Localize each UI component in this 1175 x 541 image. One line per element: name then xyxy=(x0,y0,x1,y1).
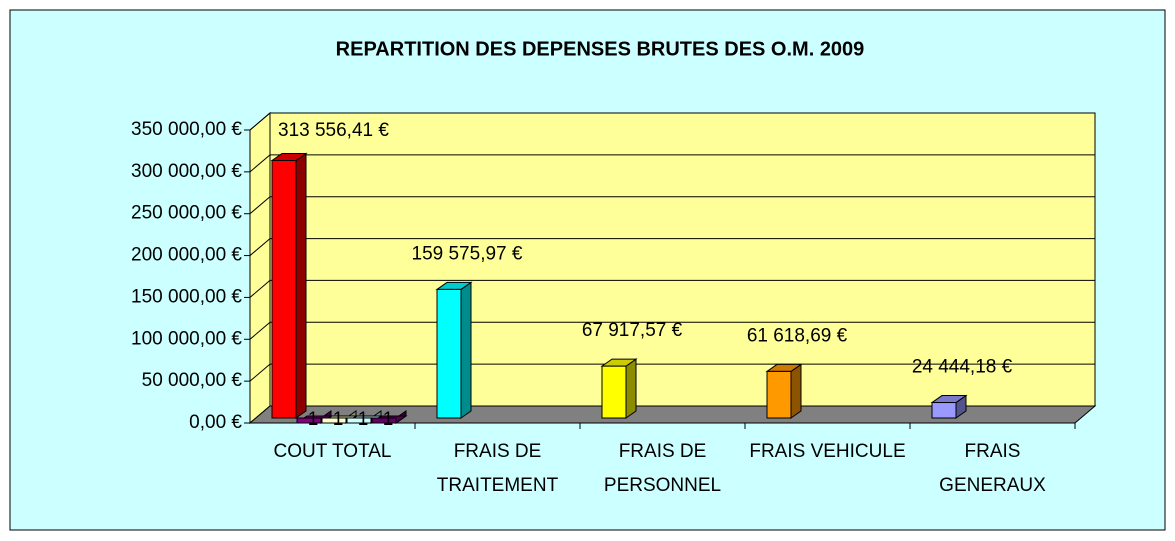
y-tick-label: 150 000,00 € xyxy=(131,286,242,307)
bar xyxy=(371,417,397,424)
bar xyxy=(296,417,322,424)
value-label: 313 556,41 € xyxy=(278,120,389,141)
value-label: 24 444,18 € xyxy=(912,357,1013,378)
grid-line-side xyxy=(249,363,271,382)
x-tick-label: COUT TOTAL xyxy=(273,441,392,462)
x-tick-label: FRAIS DE TRAITEMENT xyxy=(436,441,559,496)
bar xyxy=(346,417,372,424)
side-wall xyxy=(249,111,271,425)
bar xyxy=(931,402,957,419)
bar xyxy=(601,365,627,419)
bar xyxy=(271,160,297,419)
y-tick-label: 200 000,00 € xyxy=(131,245,242,266)
grid-line-side xyxy=(249,321,271,340)
value-label: 1 xyxy=(308,409,319,430)
y-tick-label: 50 000,00 € xyxy=(142,370,243,391)
grid-line-side xyxy=(249,154,271,173)
grid-line-side xyxy=(249,196,271,215)
bar-side xyxy=(460,281,472,419)
value-label: 61 618,69 € xyxy=(747,325,848,346)
x-tick-label: FRAIS VEHICULE xyxy=(749,441,906,462)
grid-line-side xyxy=(249,112,271,131)
bar xyxy=(321,417,347,424)
y-tick-label: 350 000,00 € xyxy=(131,119,242,140)
bar xyxy=(436,288,462,419)
bar-side xyxy=(295,152,307,419)
x-tick-label: FRAIS GENERAUX xyxy=(939,441,1046,496)
bar-side xyxy=(625,358,637,419)
y-tick-label: 250 000,00 € xyxy=(131,203,242,224)
y-tick-label: 100 000,00 € xyxy=(131,328,242,349)
value-label: 1 xyxy=(333,409,344,430)
value-label: 1 xyxy=(358,409,369,430)
y-tick-label: 0,00 € xyxy=(189,412,242,433)
chart-title: REPARTITION DES DEPENSES BRUTES DES O.M.… xyxy=(336,38,865,60)
value-label: 67 917,57 € xyxy=(582,320,683,341)
value-label: 159 575,97 € xyxy=(412,243,523,264)
bar-side xyxy=(790,363,802,419)
x-tick-label: FRAIS DE PERSONNEL xyxy=(603,441,722,496)
y-tick-label: 300 000,00 € xyxy=(131,161,242,182)
grid-line-side xyxy=(249,280,271,298)
bar xyxy=(766,370,792,419)
grid-line-side xyxy=(249,238,271,256)
value-label: 1 xyxy=(383,409,394,430)
